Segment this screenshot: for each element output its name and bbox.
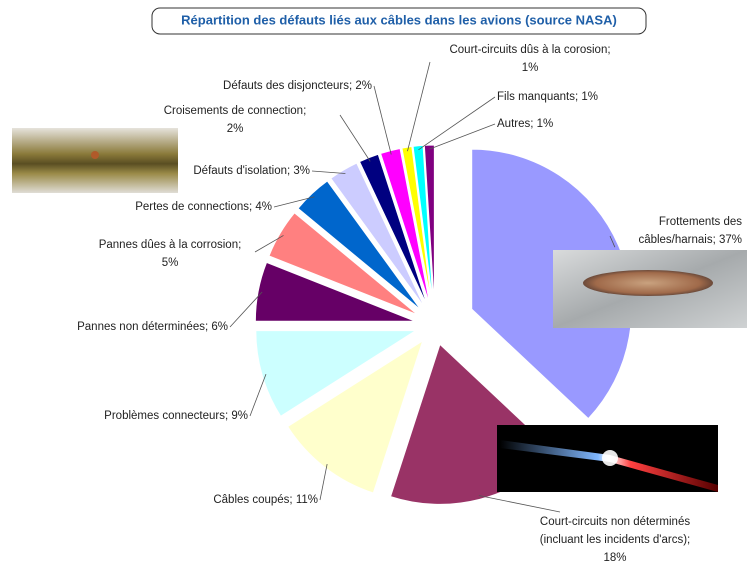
pie	[254, 144, 633, 505]
slice-label: Câbles coupés; 11%	[213, 494, 318, 506]
pie-slice	[254, 261, 416, 322]
leader-line	[373, 85, 392, 155]
photos	[12, 128, 747, 492]
title-box	[151, 7, 647, 35]
slice-label: Défauts d'isolation; 3%	[193, 165, 310, 177]
slice-label: 1%	[522, 62, 539, 74]
pie-slice	[330, 162, 426, 309]
photo-detail	[602, 450, 618, 466]
leader-line	[273, 196, 315, 208]
leader-line	[478, 495, 561, 513]
pie-slice	[268, 212, 419, 316]
leader-line	[311, 170, 346, 174]
chart-title: Répartition des défauts liés aux câbles …	[181, 12, 617, 27]
slice-label: câbles/harnais; 37%	[638, 234, 742, 246]
slice-label: Court-circuits non déterminés	[540, 516, 690, 528]
slice-label: Frottements des	[659, 216, 742, 228]
leader-line	[249, 373, 267, 417]
slice-label: Pannes dûes à la corrosion;	[99, 239, 242, 251]
pie-slice	[286, 339, 424, 494]
slice-label: Problèmes connecteurs; 9%	[104, 410, 248, 422]
slice-label: 18%	[603, 552, 626, 562]
leader-line	[418, 96, 496, 151]
pie-slice	[471, 148, 633, 420]
pie-slice	[297, 180, 422, 311]
leader-line	[319, 463, 328, 501]
photo-detail	[500, 440, 718, 492]
slice-label: (incluant les incidents d'arcs);	[540, 534, 690, 546]
pie-slice	[412, 144, 434, 306]
leader-line	[229, 291, 263, 328]
labels: Frottements des câbles/harnais; 37% Court-…	[77, 44, 742, 562]
photo-detail	[91, 151, 99, 159]
slice-label: 2%	[227, 123, 244, 135]
leader-line	[339, 114, 371, 162]
slice-label: Défauts des disjoncteurs; 2%	[223, 80, 372, 92]
pie-slice	[401, 145, 433, 306]
slice-label: Pertes de connections; 4%	[135, 201, 272, 213]
photo-wire	[12, 128, 178, 193]
leader-line	[254, 235, 284, 253]
pie-slice	[255, 330, 418, 418]
slice-label: Court-circuits dûs à la corosion;	[449, 44, 610, 56]
slice-label: Fils manquants; 1%	[497, 91, 598, 103]
photo-detail	[583, 270, 713, 296]
slice-label: Pannes non déterminées; 6%	[77, 321, 228, 333]
leader-line	[407, 61, 431, 152]
leader-line	[429, 123, 496, 150]
pie-slice	[358, 153, 429, 307]
slice-label: Autres; 1%	[497, 118, 553, 130]
slice-label: Croisements de connection;	[164, 105, 307, 117]
slice-label: 5%	[162, 257, 179, 269]
leader-line	[609, 235, 616, 248]
